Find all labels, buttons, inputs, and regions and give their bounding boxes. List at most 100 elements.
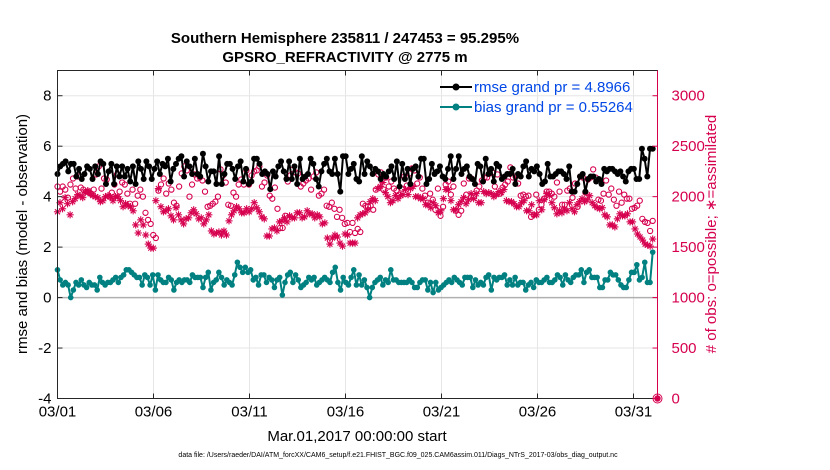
- assimilated-point: [169, 216, 178, 224]
- bias-point: [369, 284, 376, 291]
- assimilated-point-stroke: [624, 210, 631, 217]
- possible-point: [590, 166, 597, 173]
- bias-point: [604, 277, 611, 283]
- bias-point: [567, 279, 574, 286]
- rmse-point: [102, 181, 109, 188]
- bias-point: [488, 287, 495, 293]
- x-tick-label-3: 03/16: [327, 404, 365, 421]
- possible-point: [160, 175, 167, 182]
- assimilated-point: [623, 210, 632, 218]
- bias-point: [361, 277, 368, 283]
- bias-point: [200, 284, 206, 291]
- assimilated-point-stroke: [137, 216, 144, 223]
- possible-point: [372, 186, 379, 193]
- assimilated-point-stroke: [266, 233, 273, 239]
- rmse-point: [350, 160, 357, 167]
- y2-tick-label-6: 3000: [672, 88, 705, 105]
- bias-point: [152, 287, 159, 293]
- x-tick-label-6: 03/31: [615, 404, 653, 421]
- bias-point: [295, 277, 302, 283]
- assimilated-point-stroke: [463, 200, 469, 207]
- rmse-point: [100, 160, 107, 167]
- assimilated-point: [225, 217, 233, 225]
- assimilated-point-stroke: [503, 197, 510, 204]
- rmse-point: [218, 181, 225, 188]
- possible-point: [276, 224, 284, 232]
- possible-point: [543, 188, 550, 195]
- bias-point: [509, 282, 516, 288]
- bias-point: [467, 274, 473, 281]
- assimilated-point: [583, 196, 591, 204]
- rmse-point: [278, 158, 285, 165]
- bias-point: [501, 272, 508, 278]
- assimilated-point: [180, 220, 188, 228]
- possible-point: [615, 188, 623, 195]
- y-tick-label-6: 8: [43, 88, 51, 105]
- bias-point: [303, 279, 309, 286]
- assimilated-point-stroke: [221, 228, 227, 234]
- bias-point: [615, 277, 622, 283]
- bias-point: [472, 277, 479, 283]
- assimilated-point-stroke: [135, 230, 142, 236]
- possible-point: [357, 228, 364, 236]
- rmse-point: [304, 170, 311, 177]
- rmse-point: [630, 165, 637, 172]
- rmse-point: [485, 170, 492, 177]
- rmse-point: [286, 158, 293, 165]
- possible-point: [380, 186, 387, 193]
- possible-point: [605, 191, 612, 198]
- rmse-point: [364, 158, 371, 165]
- assimilated-point: [137, 216, 145, 224]
- assimilated-point-stroke: [301, 213, 308, 220]
- possible-point: [320, 186, 328, 193]
- bias-point: [115, 279, 122, 286]
- possible-point: [476, 183, 483, 190]
- rmse-point: [574, 181, 581, 188]
- assimilated-point-stroke: [392, 192, 399, 199]
- bias-point: [409, 279, 415, 286]
- rmse-point: [649, 145, 656, 152]
- rmse-point: [307, 155, 314, 162]
- assimilated-point: [613, 215, 621, 223]
- assimilated-point-stroke: [261, 215, 268, 222]
- assimilated-point-stroke: [145, 241, 152, 247]
- possible-point: [597, 197, 605, 204]
- bias-point: [581, 279, 587, 286]
- possible-point: [429, 196, 436, 203]
- possible-point: [434, 185, 442, 192]
- bias-point: [599, 284, 606, 291]
- possible-point: [98, 185, 105, 192]
- bias-point: [552, 277, 558, 283]
- assimilated-point-stroke: [642, 241, 649, 247]
- possible-point: [608, 185, 615, 192]
- bias-point: [557, 274, 563, 281]
- possible-point: [82, 188, 90, 195]
- assimilated-point: [384, 193, 392, 201]
- possible-point: [432, 206, 439, 213]
- rmse-point: [541, 178, 548, 185]
- bias-point: [578, 267, 585, 273]
- assimilated-point-stroke: [511, 200, 517, 207]
- rmse-point: [571, 188, 578, 195]
- possible-point: [447, 191, 454, 198]
- rmse-point: [164, 155, 171, 162]
- rmse-point: [617, 168, 624, 175]
- rmse-point: [162, 163, 169, 170]
- assimilated-point-stroke: [634, 231, 641, 237]
- x-axis-label: Mar.01,2017 00:00:00 start: [267, 428, 447, 445]
- assimilated-point-stroke: [117, 197, 124, 204]
- rmse-point: [321, 160, 328, 167]
- assimilated-point: [296, 209, 304, 217]
- possible-point: [574, 203, 581, 210]
- rmse-point: [310, 160, 317, 167]
- rmse-point: [197, 173, 204, 180]
- assimilated-point-stroke: [584, 196, 591, 203]
- legend-bias-marker: [452, 103, 460, 111]
- legend-rmse-marker: [452, 83, 460, 91]
- bias-point: [218, 274, 225, 281]
- assimilated-point: [649, 235, 657, 243]
- assimilated-point-stroke: [571, 208, 578, 215]
- y-axis-right-label: # of obs: o=possible; ∗=assimilated: [703, 115, 720, 354]
- rmse-point: [94, 170, 101, 177]
- possible-point: [561, 201, 568, 208]
